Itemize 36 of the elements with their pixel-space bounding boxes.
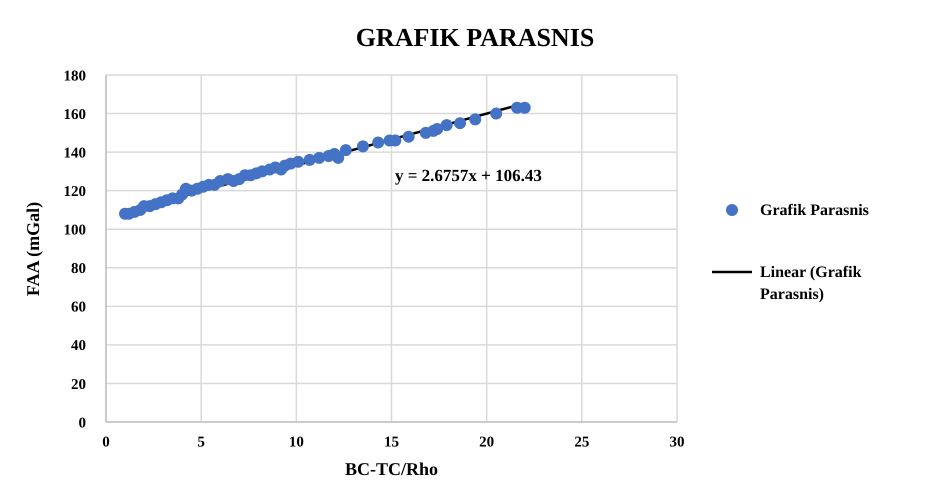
y-tick-label: 0 (78, 415, 86, 432)
point (490, 108, 502, 120)
x-axis-title: BC-TC/Rho (344, 458, 438, 480)
point (402, 130, 415, 143)
x-tick-label: 10 (288, 434, 304, 451)
point (313, 152, 326, 164)
y-tick-label: 140 (64, 145, 86, 162)
x-tick-label: 5 (197, 434, 205, 451)
point (340, 144, 352, 156)
x-tick-label: 25 (574, 434, 590, 451)
point (292, 156, 304, 168)
point (372, 136, 384, 148)
y-tick-label: 160 (64, 106, 86, 123)
point (440, 119, 453, 132)
y-axis-title: FAA (mGal) (22, 201, 44, 296)
y-tick-label: 120 (64, 184, 86, 200)
y-tick-label: 60 (71, 300, 86, 316)
y-tick-label: 100 (64, 222, 86, 239)
y-tick-label: 20 (71, 376, 86, 393)
annotation: y = 2.6757x + 106.43 (395, 165, 542, 187)
x-tick-label: 0 (102, 434, 110, 451)
legend-label: Linear (Grafik Parasnis) (760, 263, 862, 305)
point (356, 140, 369, 152)
point (332, 152, 344, 164)
point (304, 154, 316, 166)
y-tick-label: 80 (71, 261, 86, 278)
point (454, 117, 466, 130)
legend-label: Grafik Parasnis (760, 201, 870, 221)
x-tick-label: 15 (384, 434, 399, 451)
x-tick-label: 20 (479, 434, 494, 451)
chart-title: GRAFIK PARASNIS (356, 22, 594, 54)
point (431, 122, 444, 135)
y-tick-label: 180 (64, 68, 86, 84)
point (469, 113, 482, 126)
y-tick-label: 40 (71, 338, 86, 354)
x-tick-label: 30 (670, 434, 684, 451)
